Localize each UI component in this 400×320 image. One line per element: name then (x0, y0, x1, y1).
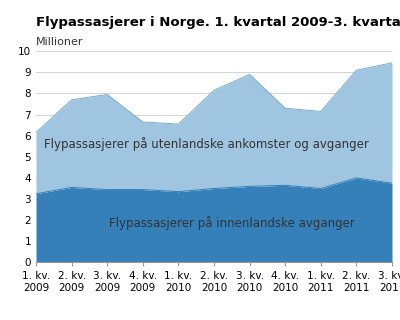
Text: Millioner: Millioner (36, 37, 84, 47)
Text: Flypassasjerer på utenlandske ankomster og avganger: Flypassasjerer på utenlandske ankomster … (44, 137, 369, 151)
Text: Flypassasjerer i Norge. 1. kvartal 2009-3. kvartal 2011. Millioner: Flypassasjerer i Norge. 1. kvartal 2009-… (36, 16, 400, 29)
Text: Flypassasjerer på innenlandske avganger: Flypassasjerer på innenlandske avganger (109, 216, 355, 230)
